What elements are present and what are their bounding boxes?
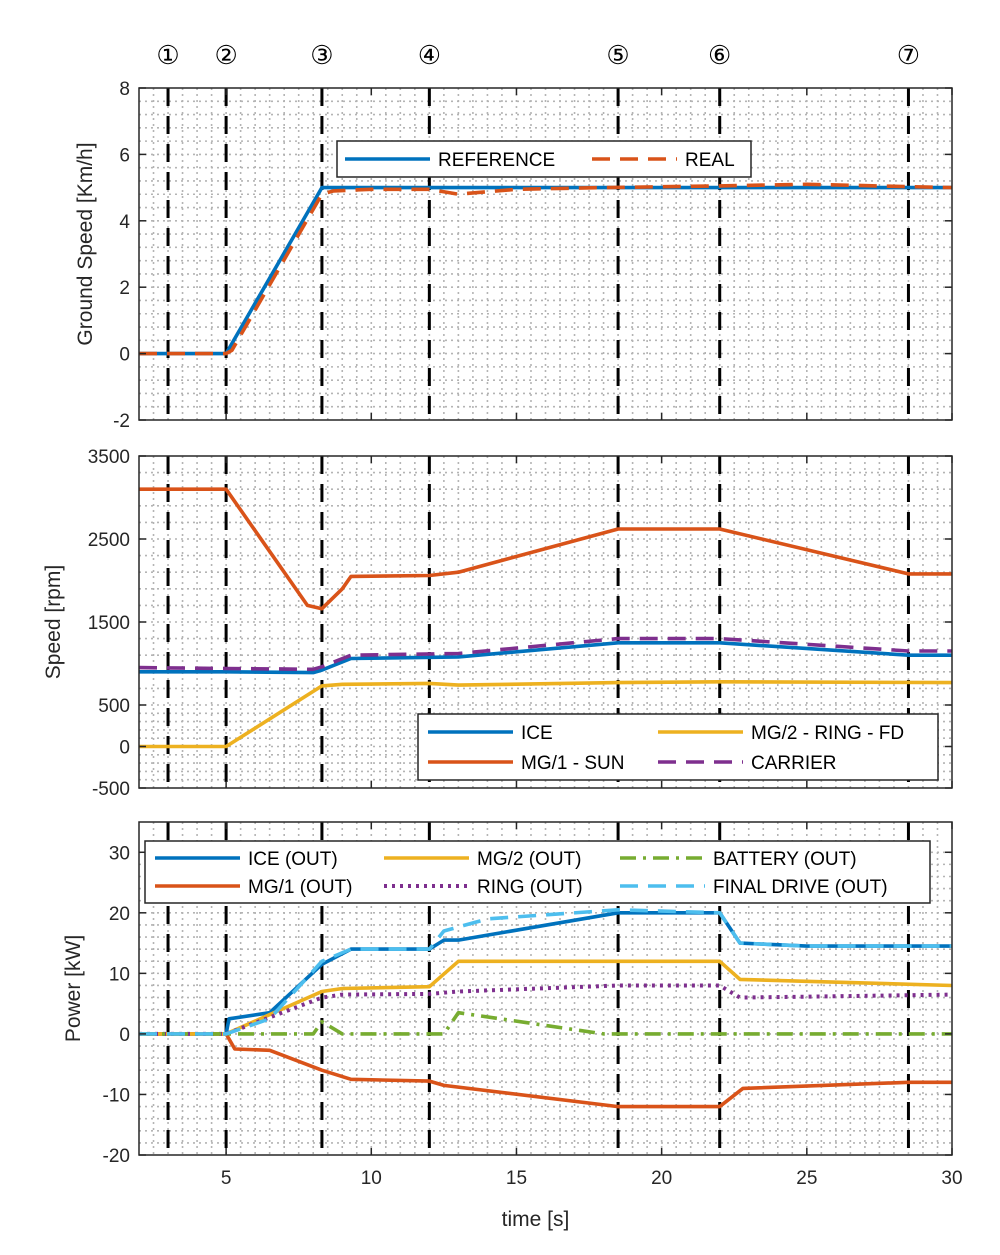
series-line-final-drive-out- <box>139 907 952 1036</box>
phase-label: ② <box>214 41 237 71</box>
y-tick-label: 1500 <box>88 613 130 634</box>
legend-label: MG/2 - RING - FD <box>751 723 904 744</box>
series-line-ring-out- <box>139 983 953 1036</box>
series-line-ice <box>139 640 952 675</box>
y-axis-label: Power [kW] <box>62 935 85 1042</box>
y-tick-label: 10 <box>109 964 130 985</box>
y-tick-label: 500 <box>98 696 130 717</box>
y-axis-label: Ground Speed [Km/h] <box>74 142 97 345</box>
y-tick-label: 8 <box>119 79 130 100</box>
phase-label: ① <box>156 41 179 71</box>
panel-1: -2 0 2 4 6 8 Ground Speed [Km/h] <box>74 79 953 432</box>
y-tick-label: 6 <box>119 145 130 166</box>
y-tick-label: 2 <box>119 278 130 299</box>
x-tick-label: 20 <box>651 1168 672 1189</box>
legend-label: ICE <box>521 723 553 744</box>
y-tick-label: 20 <box>109 904 130 925</box>
legend-label: CARRIER <box>751 753 837 774</box>
y-tick-label: 0 <box>119 738 130 759</box>
y-tick-label: 3500 <box>88 447 130 468</box>
y-axis-label: Speed [rpm] <box>42 565 65 679</box>
axes-box <box>138 87 953 421</box>
legend: ICE (OUT) MG/1 (OUT) MG/2 (OUT) RING (OUT) B… <box>144 840 931 904</box>
axes-box <box>138 821 953 1156</box>
series-line-battery-out- <box>139 1010 952 1036</box>
series-line-mg-2-ring-fd <box>139 679 953 749</box>
legend-label: MG/2 (OUT) <box>477 849 582 870</box>
phase-label: ③ <box>310 41 333 71</box>
phase-label: ④ <box>418 41 441 71</box>
panel-2: -500 0 500 1500 2500 3500 Speed [rpm] <box>42 447 953 800</box>
legend-label: REFERENCE <box>438 150 555 171</box>
x-tick-label: 15 <box>506 1168 527 1189</box>
series-line-mg-1-out- <box>139 1032 952 1109</box>
x-tick-label: 5 <box>221 1168 232 1189</box>
x-tick-label: 30 <box>941 1168 962 1189</box>
legend-box <box>144 840 931 904</box>
grid <box>139 88 952 420</box>
legend-label: BATTERY (OUT) <box>713 849 857 870</box>
y-tick-label: 2500 <box>88 530 130 551</box>
y-tick-label: -2 <box>113 411 130 432</box>
legend-label: MG/1 (OUT) <box>248 877 353 898</box>
y-tick-label: -10 <box>103 1085 130 1106</box>
legend-label: MG/1 - SUN <box>521 753 624 774</box>
legend: REFERENCE REAL <box>336 140 752 178</box>
y-tick-label: -20 <box>103 1146 130 1167</box>
phase-label: ⑥ <box>708 41 731 71</box>
legend-label: REAL <box>685 150 735 171</box>
series-line-real <box>139 182 953 356</box>
legend-box <box>417 713 939 781</box>
y-tick-label: 0 <box>119 345 130 366</box>
phase-label: ⑤ <box>606 41 629 71</box>
x-tick-label: 25 <box>796 1168 817 1189</box>
phase-label: ⑦ <box>897 41 920 71</box>
y-tick-label: 0 <box>119 1025 130 1046</box>
legend-label: ICE (OUT) <box>248 849 338 870</box>
y-tick-label: 30 <box>109 843 130 864</box>
y-tick-label: -500 <box>92 779 130 800</box>
x-tick-label: 10 <box>361 1168 382 1189</box>
legend: ICE MG/1 - SUN MG/2 - RING - FD CARRIER <box>417 713 939 781</box>
x-axis-label: time [s] <box>502 1208 570 1231</box>
series-line-mg-1-sun <box>139 487 952 611</box>
legend-label: FINAL DRIVE (OUT) <box>713 877 888 898</box>
y-tick-label: 4 <box>119 212 130 233</box>
series-line-carrier <box>138 636 952 672</box>
legend-label: RING (OUT) <box>477 877 583 898</box>
